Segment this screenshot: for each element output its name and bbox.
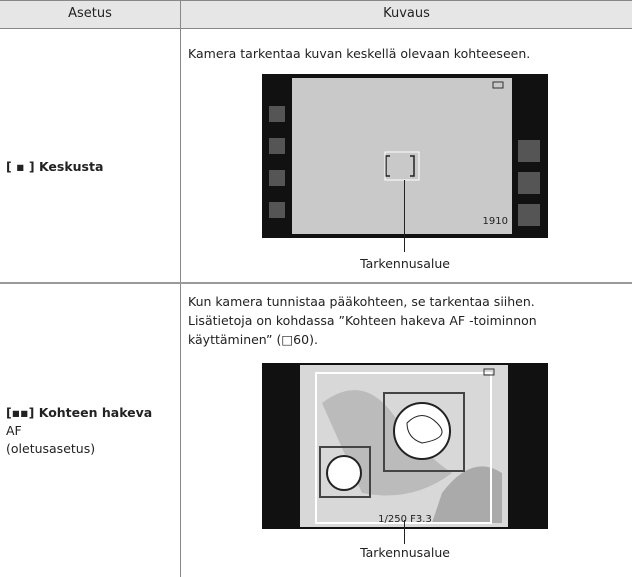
camera-screen: 1910 — [262, 74, 548, 238]
leader-line — [404, 180, 405, 252]
screen-text: 1/250 F3.3 — [378, 514, 432, 525]
border — [0, 0, 632, 1]
caption: Tarkennusalue — [360, 545, 450, 560]
header-cell: Kuvaus — [181, 0, 632, 28]
header-cell: Asetus — [0, 0, 180, 28]
screen-text: 1910 — [483, 216, 508, 227]
leader-line — [404, 520, 405, 544]
setting: AF — [6, 423, 22, 438]
description: käyttäminen” (□60). — [188, 332, 318, 347]
border — [0, 28, 632, 29]
setting: (oletusasetus) — [6, 441, 96, 456]
setting: [▪▪] Kohteen hakeva — [6, 405, 153, 420]
description: Lisätietoja on kohdassa ”Kohteen hakeva … — [188, 313, 537, 328]
description: Kamera tarkentaa kuvan keskellä olevaan … — [188, 46, 531, 61]
row-divider — [0, 282, 632, 284]
camera-screen: 1/250 F3.3 — [262, 363, 548, 529]
column-divider — [180, 0, 181, 577]
description: Kun kamera tunnistaa pääkohteen, se tark… — [188, 294, 535, 309]
setting: [ ▪ ] Keskusta — [6, 159, 104, 174]
caption: Tarkennusalue — [360, 256, 450, 271]
